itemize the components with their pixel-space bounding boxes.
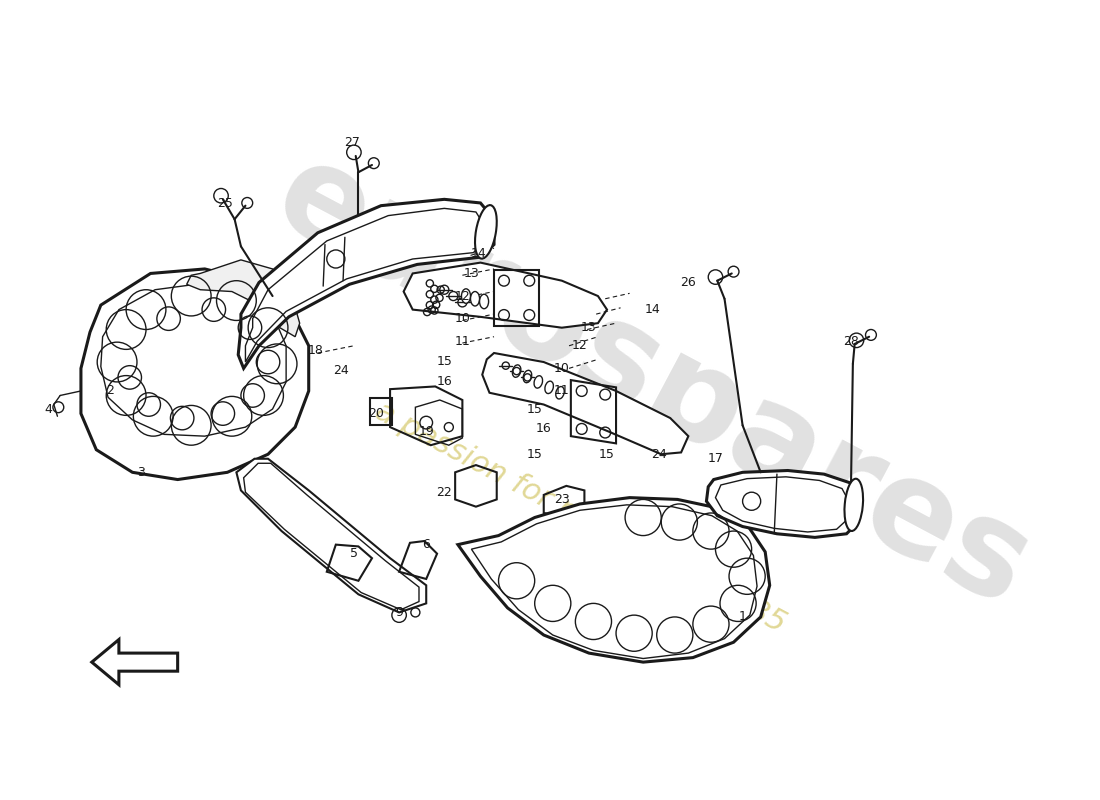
Polygon shape <box>81 269 309 479</box>
Text: 3: 3 <box>138 466 145 479</box>
Text: 13: 13 <box>581 321 597 334</box>
Text: 15: 15 <box>600 448 615 461</box>
Polygon shape <box>458 498 770 662</box>
Text: a passion for parts since 1985: a passion for parts since 1985 <box>370 397 790 638</box>
Ellipse shape <box>480 294 488 309</box>
Text: 18: 18 <box>308 344 323 357</box>
Text: 10: 10 <box>554 362 570 375</box>
Text: 25: 25 <box>217 198 232 210</box>
Text: 15: 15 <box>527 448 542 461</box>
Text: 15: 15 <box>527 402 542 415</box>
Text: eurospares: eurospares <box>254 130 1050 634</box>
Text: 26: 26 <box>681 276 696 289</box>
Ellipse shape <box>556 386 564 399</box>
Polygon shape <box>187 260 299 337</box>
Text: 10: 10 <box>454 312 471 325</box>
Polygon shape <box>91 639 178 685</box>
Text: 28: 28 <box>843 334 859 348</box>
Text: 6: 6 <box>422 538 430 551</box>
Text: 11: 11 <box>454 334 471 348</box>
Text: 24: 24 <box>651 448 668 461</box>
Ellipse shape <box>524 370 531 382</box>
Polygon shape <box>404 262 607 328</box>
Text: 12: 12 <box>454 290 471 302</box>
Text: 19: 19 <box>418 425 434 438</box>
Text: 16: 16 <box>536 422 551 435</box>
Polygon shape <box>482 353 689 454</box>
Text: 4: 4 <box>44 402 53 415</box>
Text: 12: 12 <box>572 339 587 352</box>
Ellipse shape <box>471 291 480 306</box>
Text: 23: 23 <box>554 493 570 506</box>
Text: 5: 5 <box>350 547 358 560</box>
Text: 22: 22 <box>437 486 452 498</box>
Text: 9: 9 <box>395 606 403 619</box>
Ellipse shape <box>845 478 864 531</box>
Ellipse shape <box>475 205 497 258</box>
Text: 24: 24 <box>333 364 349 377</box>
Text: 14: 14 <box>645 303 660 316</box>
Ellipse shape <box>462 289 471 303</box>
Polygon shape <box>706 470 860 538</box>
Text: 1: 1 <box>739 610 747 623</box>
Text: 16: 16 <box>437 375 452 389</box>
Ellipse shape <box>513 365 521 378</box>
Ellipse shape <box>535 376 542 388</box>
Polygon shape <box>236 458 426 613</box>
Text: 11: 11 <box>554 385 570 398</box>
Text: 2: 2 <box>106 385 113 398</box>
Text: 13: 13 <box>463 267 480 280</box>
Ellipse shape <box>544 381 553 394</box>
Text: 27: 27 <box>344 136 360 149</box>
Text: 14: 14 <box>471 247 486 260</box>
Polygon shape <box>239 199 494 368</box>
Text: 17: 17 <box>707 452 724 466</box>
Text: 15: 15 <box>437 354 452 368</box>
Text: 20: 20 <box>368 407 384 420</box>
